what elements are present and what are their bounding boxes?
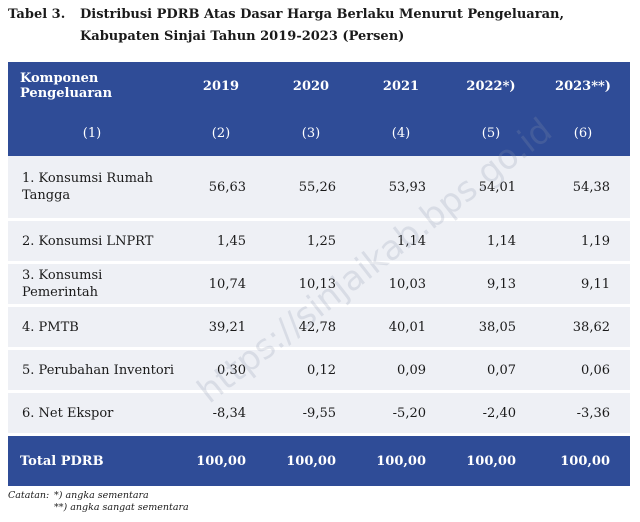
total-value: 100,00 (176, 434, 266, 486)
column-header: 2021 (356, 62, 446, 110)
cell-value: 38,62 (536, 305, 630, 350)
total-label: Total PDRB (8, 434, 176, 486)
table-row: 4. PMTB 39,21 42,78 40,01 38,05 38,62 (8, 305, 630, 350)
cell-value: 1,14 (446, 219, 536, 264)
table-row: 2. Konsumsi LNPRT 1,45 1,25 1,14 1,14 1,… (8, 219, 630, 264)
cell-value: 10,03 (356, 262, 446, 307)
cell-value: 54,01 (446, 156, 536, 221)
table-caption: Tabel 3. Distribusi PDRB Atas Dasar Harg… (8, 4, 632, 48)
cell-value: 0,09 (356, 348, 446, 393)
cell-value: 10,74 (176, 262, 266, 307)
cell-value: 54,38 (536, 156, 630, 221)
column-index-row: (1) (2) (3) (4) (5) (6) (8, 110, 630, 156)
cell-value: 9,13 (446, 262, 536, 307)
cell-value: 53,93 (356, 156, 446, 221)
table-row: 3. Konsumsi Pemerintah 10,74 10,13 10,03… (8, 262, 630, 307)
cell-value: 0,07 (446, 348, 536, 393)
cell-value: 10,13 (266, 262, 356, 307)
cell-value: -5,20 (356, 391, 446, 436)
column-index: (3) (266, 110, 356, 156)
cell-value: 1,14 (356, 219, 446, 264)
column-index: (4) (356, 110, 446, 156)
pdrb-table: Komponen Pengeluaran 2019 2020 2021 2022… (8, 62, 630, 486)
column-header: 2022*) (446, 62, 536, 110)
table-notes: Catatan: *) angka sementara **) angka sa… (8, 490, 189, 514)
cell-value: -3,36 (536, 391, 630, 436)
header-row: Komponen Pengeluaran 2019 2020 2021 2022… (8, 62, 630, 110)
row-label: 3. Konsumsi Pemerintah (8, 262, 176, 307)
note-item: **) angka sangat sementara (54, 502, 189, 513)
table-row: 6. Net Ekspor -8,34 -9,55 -5,20 -2,40 -3… (8, 391, 630, 436)
cell-value: 0,06 (536, 348, 630, 393)
total-value: 100,00 (536, 434, 630, 486)
cell-value: 1,19 (536, 219, 630, 264)
table-title: Distribusi PDRB Atas Dasar Harga Berlaku… (80, 7, 564, 44)
column-header: 2019 (176, 62, 266, 110)
total-value: 100,00 (266, 434, 356, 486)
cell-value: 42,78 (266, 305, 356, 350)
row-label: 5. Perubahan Inventori (8, 348, 176, 393)
column-header: 2023**) (536, 62, 630, 110)
note-item: *) angka sementara (54, 490, 149, 501)
cell-value: 0,12 (266, 348, 356, 393)
cell-value: 38,05 (446, 305, 536, 350)
total-row: Total PDRB 100,00 100,00 100,00 100,00 1… (8, 434, 630, 486)
column-header: Komponen Pengeluaran (8, 62, 176, 110)
total-value: 100,00 (356, 434, 446, 486)
row-label: 2. Konsumsi LNPRT (8, 219, 176, 264)
cell-value: 56,63 (176, 156, 266, 221)
column-index: (5) (446, 110, 536, 156)
table-number: Tabel 3. (8, 7, 66, 22)
row-label: 6. Net Ekspor (8, 391, 176, 436)
table-row: 5. Perubahan Inventori 0,30 0,12 0,09 0,… (8, 348, 630, 393)
cell-value: -9,55 (266, 391, 356, 436)
row-label: 1. Konsumsi Rumah Tangga (8, 156, 176, 221)
column-index: (6) (536, 110, 630, 156)
cell-value: 1,25 (266, 219, 356, 264)
cell-value: 39,21 (176, 305, 266, 350)
total-value: 100,00 (446, 434, 536, 486)
row-label: 4. PMTB (8, 305, 176, 350)
cell-value: 55,26 (266, 156, 356, 221)
column-header: 2020 (266, 62, 356, 110)
column-index: (2) (176, 110, 266, 156)
column-index: (1) (8, 110, 176, 156)
notes-label: Catatan: (8, 490, 50, 501)
cell-value: 9,11 (536, 262, 630, 307)
cell-value: 1,45 (176, 219, 266, 264)
cell-value: -8,34 (176, 391, 266, 436)
cell-value: 40,01 (356, 305, 446, 350)
cell-value: -2,40 (446, 391, 536, 436)
cell-value: 0,30 (176, 348, 266, 393)
table-row: 1. Konsumsi Rumah Tangga 56,63 55,26 53,… (8, 156, 630, 221)
